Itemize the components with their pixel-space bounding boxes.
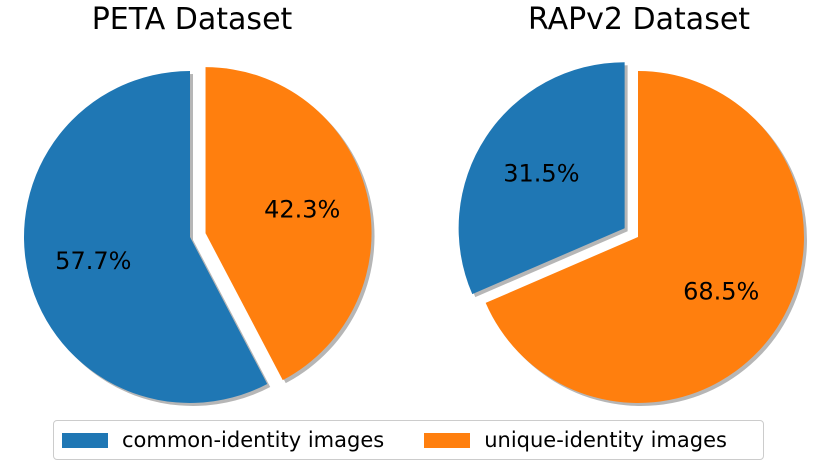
peta-slice-common-identity bbox=[24, 71, 268, 403]
legend-item-common-identity: common-identity images bbox=[62, 428, 384, 452]
peta-pct-label-common-identity: 57.7% bbox=[55, 247, 131, 275]
peta-chart-title: PETA Dataset bbox=[91, 2, 293, 37]
rapv2-pct-label-unique-identity: 68.5% bbox=[683, 278, 759, 306]
pie-charts: 57.7% 42.3% 31.5% 68.5% bbox=[24, 62, 807, 407]
rapv2-pct-label-common-identity: 31.5% bbox=[503, 160, 579, 188]
legend-swatch-common-identity bbox=[62, 432, 108, 448]
peta-pie: 57.7% 42.3% bbox=[24, 67, 375, 407]
legend: common-identity images unique-identity i… bbox=[53, 420, 764, 460]
rapv2-chart-title: RAPv2 Dataset bbox=[527, 2, 751, 37]
legend-item-unique-identity: unique-identity images bbox=[424, 428, 727, 452]
rapv2-pie: 31.5% 68.5% bbox=[458, 62, 807, 406]
legend-swatch-unique-identity bbox=[424, 432, 471, 448]
rapv2-slice-unique-identity bbox=[485, 70, 805, 403]
legend-label-common-identity: common-identity images bbox=[122, 428, 385, 452]
rapv2-slice-common-identity bbox=[458, 62, 625, 295]
peta-pct-label-unique-identity: 42.3% bbox=[264, 195, 340, 223]
peta-slice-unique-identity bbox=[205, 67, 372, 381]
legend-label-unique-identity: unique-identity images bbox=[484, 428, 727, 452]
